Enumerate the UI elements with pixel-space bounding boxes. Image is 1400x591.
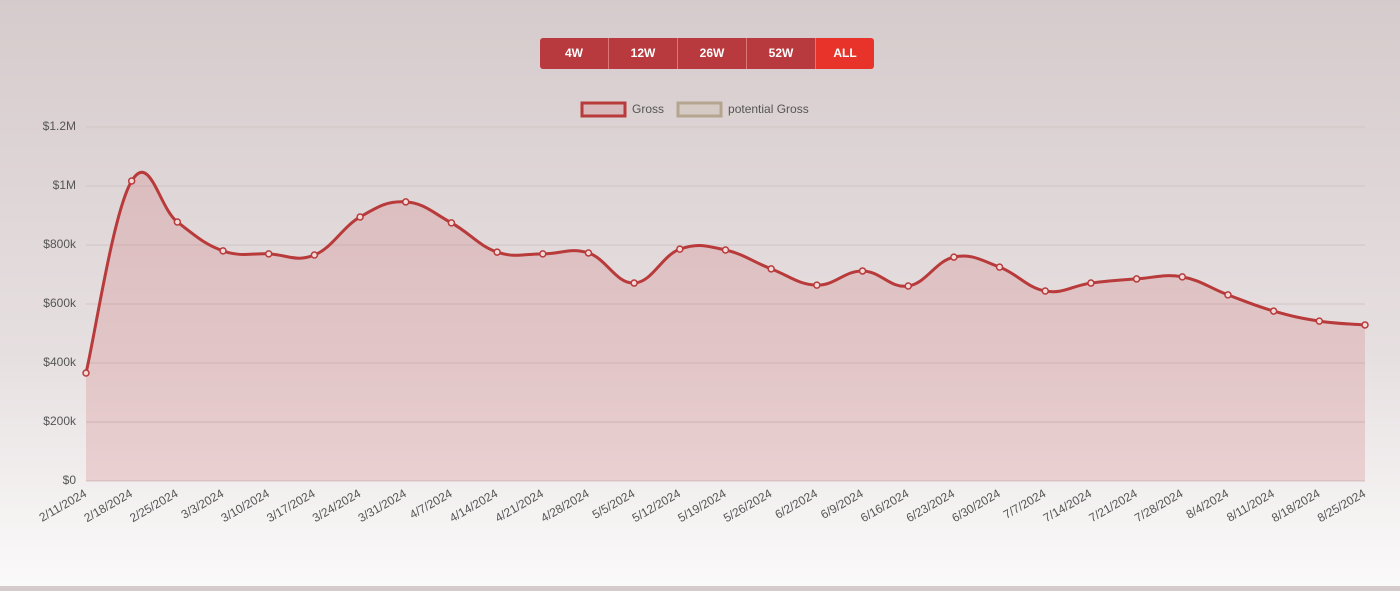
data-point (356, 213, 364, 221)
x-tick-label: 6/23/2024 (904, 486, 958, 525)
x-tick-label: 8/25/2024 (1315, 486, 1369, 525)
data-point (721, 246, 730, 254)
x-tick-label: 5/26/2024 (721, 486, 775, 525)
x-tick-label: 4/21/2024 (493, 486, 547, 525)
data-point (264, 250, 273, 258)
data-point (1178, 273, 1187, 281)
data-point (493, 248, 501, 256)
x-tick-label: 3/3/2024 (179, 486, 227, 522)
data-point (950, 253, 958, 261)
x-tick-label: 7/21/2024 (1086, 486, 1140, 525)
x-tick-label: 3/10/2024 (219, 486, 273, 525)
x-tick-label: 6/9/2024 (818, 486, 866, 522)
y-tick-label: $400k (43, 355, 77, 369)
x-tick-label: 8/11/2024 (1224, 486, 1277, 525)
y-tick-label: $600k (43, 296, 77, 310)
data-point (82, 369, 90, 377)
range-button[interactable]: 52W (747, 38, 816, 69)
x-tick-label: 2/11/2024 (37, 486, 90, 525)
y-tick-label: $0 (63, 473, 77, 487)
data-point (1132, 275, 1141, 283)
data-point (904, 282, 912, 290)
legend-swatch (676, 101, 723, 118)
x-tick-label: 3/31/2024 (356, 486, 410, 525)
area-fill (86, 172, 1365, 481)
legend-label: Gross (632, 102, 664, 116)
y-tick-label: $800k (43, 237, 77, 251)
x-tick-label: 2/18/2024 (82, 486, 136, 525)
range-button[interactable]: 26W (678, 38, 747, 69)
x-tick-label: 8/4/2024 (1184, 486, 1232, 522)
data-point (447, 219, 456, 227)
x-tick-label: 7/14/2024 (1041, 486, 1095, 525)
data-point (1087, 279, 1095, 287)
data-point (402, 198, 410, 206)
y-tick-label: $1.2M (43, 119, 76, 133)
x-tick-label: 6/30/2024 (949, 486, 1003, 525)
x-tick-label: 3/17/2024 (264, 486, 318, 525)
x-tick-label: 5/19/2024 (675, 486, 729, 525)
data-point (1224, 291, 1232, 299)
data-point (630, 279, 638, 287)
range-buttons: 4W 12W 26W 52W ALL (540, 38, 874, 69)
data-point (676, 245, 684, 253)
y-tick-label: $1M (53, 178, 76, 192)
data-point (584, 249, 593, 257)
x-tick-label: 7/7/2024 (1001, 486, 1049, 522)
x-tick-label: 7/28/2024 (1132, 486, 1186, 525)
data-point (1315, 317, 1324, 325)
data-point (310, 251, 319, 259)
data-point (767, 265, 775, 273)
data-point (1041, 287, 1049, 295)
data-point (539, 250, 547, 258)
data-point (173, 218, 182, 226)
data-point (1269, 307, 1278, 315)
legend-label: potential Gross (728, 102, 809, 116)
x-tick-label: 4/14/2024 (447, 486, 501, 525)
x-tick-label: 2/25/2024 (127, 486, 181, 525)
range-button[interactable]: 12W (609, 38, 678, 69)
x-tick-label: 6/2/2024 (772, 486, 820, 522)
x-tick-label: 5/12/2024 (630, 486, 684, 525)
x-tick-label: 4/28/2024 (538, 486, 592, 525)
data-point (1361, 321, 1369, 329)
x-tick-label: 5/5/2024 (590, 486, 638, 522)
x-tick-label: 3/24/2024 (310, 486, 364, 525)
x-tick-label: 8/18/2024 (1269, 486, 1323, 525)
y-tick-label: $200k (43, 414, 77, 428)
range-button[interactable]: 4W (540, 38, 609, 69)
data-point (127, 177, 136, 185)
data-point (813, 281, 821, 289)
data-point (219, 247, 227, 255)
legend-swatch (580, 101, 627, 118)
range-button[interactable]: ALL (816, 38, 874, 69)
data-point (995, 263, 1004, 271)
x-tick-label: 4/7/2024 (407, 486, 455, 522)
x-tick-label: 6/16/2024 (858, 486, 912, 525)
data-point (858, 267, 867, 275)
